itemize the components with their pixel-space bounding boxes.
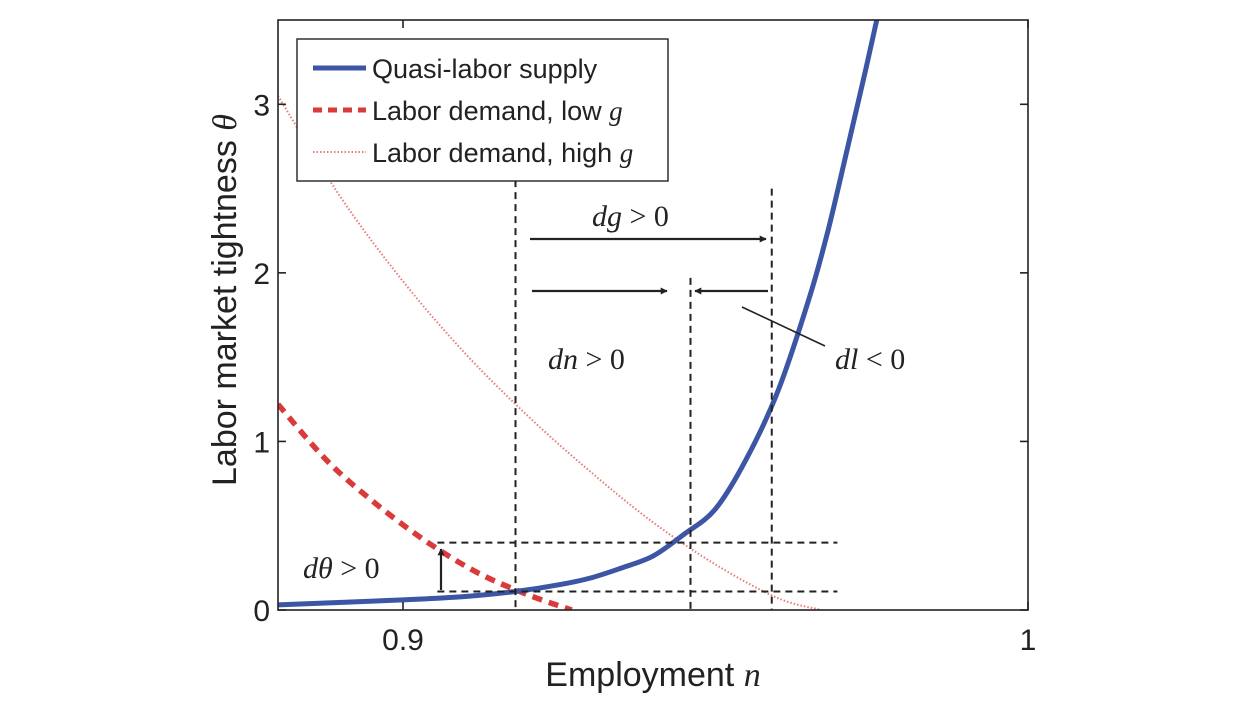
series-line-labor-demand-low-g — [278, 402, 573, 610]
annotation-dl: dl < 0 — [835, 343, 905, 376]
arrows — [437, 235, 826, 590]
y-tick-label: 3 — [253, 89, 270, 122]
y-tick-label: 2 — [253, 258, 270, 291]
y-axis-label: Labor market tightness θ — [206, 114, 244, 486]
legend-label-quasi-labor-supply: Quasi-labor supply — [372, 54, 598, 84]
series-layer — [278, 20, 880, 610]
annotations: dg > 0 dn > 0 dl < 0 dθ > 0 — [303, 200, 905, 585]
annotation-dn: dn > 0 — [548, 343, 625, 376]
annotation-dtheta: dθ > 0 — [303, 552, 380, 585]
series-line-labor-demand-high-g — [278, 95, 822, 610]
legend: Quasi-labor supply Labor demand, low g L… — [296, 38, 669, 182]
y-tick-label: 1 — [253, 426, 270, 459]
dl-leader-line — [741, 306, 826, 347]
series-line-quasi-labor-supply — [278, 20, 880, 608]
reference-lines — [437, 180, 838, 610]
legend-label-labor-demand-high: Labor demand, high g — [372, 138, 633, 168]
x-tick-label: 0.9 — [382, 624, 424, 657]
plot-frame — [277, 19, 1029, 611]
axis-ticks: 0.9 1 0 1 2 3 — [253, 20, 1036, 657]
x-axis-label: Employment n — [545, 656, 760, 694]
legend-label-labor-demand-low: Labor demand, low g — [372, 96, 623, 126]
x-tick-label: 1 — [1020, 624, 1037, 657]
annotation-dg: dg > 0 — [592, 200, 669, 233]
y-tick-label: 0 — [253, 595, 270, 628]
